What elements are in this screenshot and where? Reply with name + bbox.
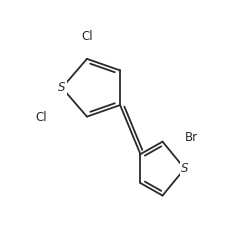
Text: S: S (58, 81, 66, 94)
Text: Cl: Cl (35, 110, 47, 124)
Text: S: S (181, 162, 188, 175)
Text: Br: Br (185, 131, 198, 144)
Text: Cl: Cl (81, 30, 93, 44)
